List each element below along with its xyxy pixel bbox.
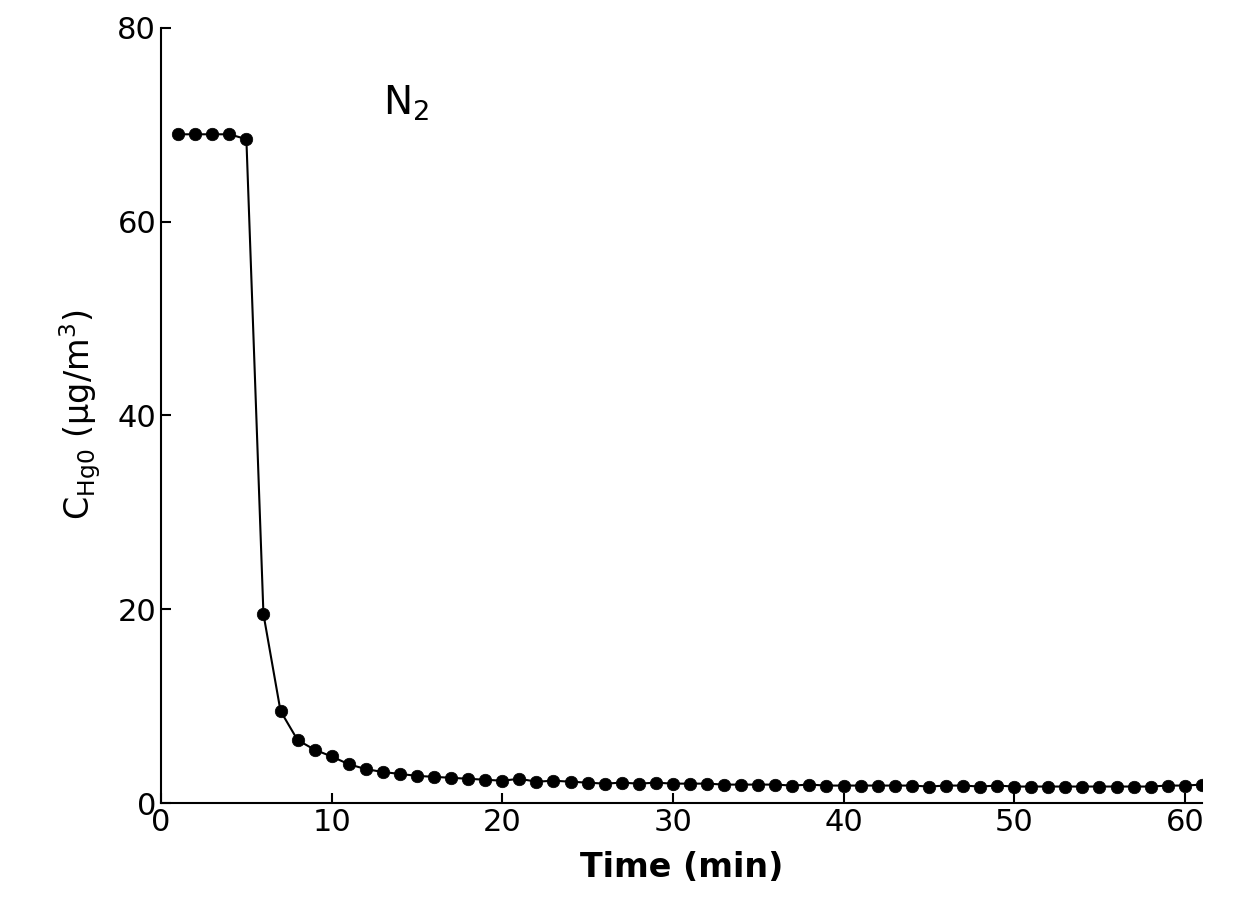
Y-axis label: $\mathregular{C_{Hg0}\ (\mu g/m^{3})}$: $\mathregular{C_{Hg0}\ (\mu g/m^{3})}$ — [58, 310, 103, 521]
X-axis label: Time (min): Time (min) — [580, 851, 783, 883]
Text: $\mathregular{N_2}$: $\mathregular{N_2}$ — [383, 84, 429, 123]
